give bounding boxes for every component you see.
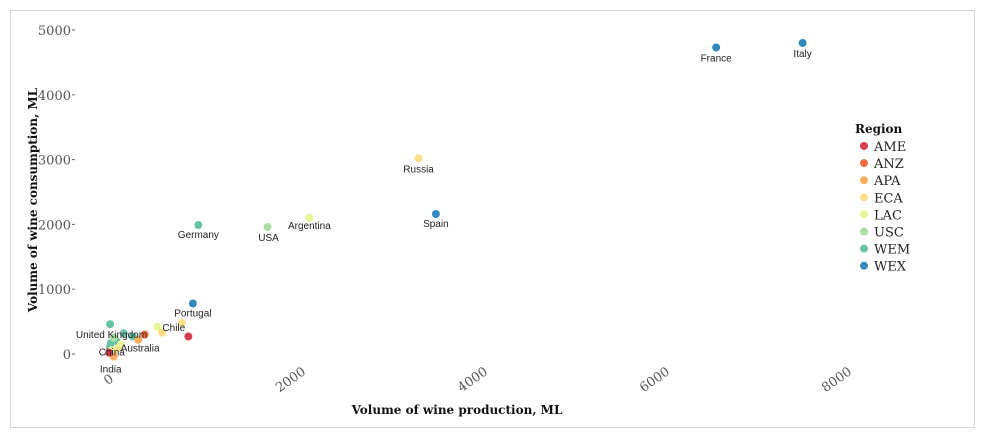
- y-tick-label: 2000: [38, 218, 71, 233]
- data-point: [117, 340, 126, 349]
- data-point: [106, 320, 115, 329]
- data-point: [194, 221, 203, 230]
- legend-entry: LAC: [874, 208, 902, 223]
- legend-swatch: [860, 244, 868, 253]
- y-tick-label: 1000: [38, 283, 71, 298]
- x-axis: 0 2000 4000 6000 8000: [101, 364, 855, 395]
- data-points: [105, 38, 807, 361]
- point-label: Spain: [423, 219, 449, 230]
- data-point: [305, 213, 314, 222]
- y-tick-label: 3000: [38, 154, 71, 169]
- point-labels: Italy France Russia Spain Argentina USA German…: [76, 49, 812, 376]
- y-axis: 0 1000 2000 3000 4000 5000: [38, 24, 75, 363]
- legend-entry: WEX: [874, 260, 907, 275]
- legend-entry: APA: [873, 174, 901, 189]
- data-point: [105, 348, 114, 357]
- data-point: [184, 332, 193, 341]
- point-label: China: [99, 348, 126, 359]
- y-tick-label: 5000: [38, 24, 71, 39]
- point-label: United Kingdom: [76, 330, 147, 341]
- data-point: [153, 322, 162, 331]
- data-point: [109, 333, 118, 342]
- legend: Region AME ANZ APA ECA LAC USC WEM WEX: [855, 122, 910, 275]
- data-point: [798, 38, 807, 47]
- data-point: [134, 335, 143, 344]
- legend-title: Region: [855, 122, 903, 136]
- data-point: [414, 154, 423, 163]
- data-point: [119, 329, 128, 338]
- x-tick-label: 6000: [637, 364, 673, 395]
- legend-swatch: [860, 210, 868, 219]
- data-point: [177, 318, 186, 327]
- point-label: Australia: [121, 344, 160, 355]
- legend-entry: AME: [873, 140, 906, 155]
- y-tick-label: 4000: [38, 89, 71, 104]
- y-tick-label: 0: [63, 348, 71, 363]
- legend-entry: WEM: [874, 243, 910, 258]
- legend-swatch: [860, 159, 868, 168]
- data-point: [157, 328, 166, 337]
- legend-entry: ECA: [874, 191, 903, 206]
- legend-swatch: [860, 142, 868, 150]
- x-tick-label: 4000: [455, 364, 491, 395]
- point-label: Germany: [178, 230, 219, 241]
- x-tick-label: 8000: [819, 364, 855, 395]
- data-point: [140, 330, 149, 339]
- point-label: USA: [258, 233, 279, 244]
- data-point: [263, 222, 272, 231]
- point-label: Argentina: [288, 221, 331, 232]
- legend-swatch: [860, 261, 868, 270]
- chart-frame: 0 1000 2000 3000 4000 5000 0 2000 4000 6000 8000 …: [10, 10, 975, 428]
- point-label: Chile: [162, 323, 185, 334]
- legend-swatch: [860, 176, 868, 185]
- point-label: France: [701, 53, 733, 64]
- data-point: [712, 43, 721, 52]
- data-point: [188, 299, 197, 308]
- point-label: Italy: [793, 49, 811, 60]
- legend-entry: USC: [874, 226, 904, 241]
- legend-entry: ANZ: [873, 157, 904, 172]
- x-axis-title: Volume of wine production, ML: [351, 403, 563, 417]
- legend-swatch: [860, 193, 868, 202]
- x-tick-label: 2000: [273, 364, 309, 395]
- data-point: [431, 210, 440, 219]
- point-label: Russia: [403, 164, 434, 175]
- legend-swatch: [860, 227, 868, 236]
- point-label: Portugal: [174, 308, 211, 319]
- y-axis-title: Volume of wine consumption, ML: [26, 87, 40, 313]
- point-label: India: [100, 365, 122, 376]
